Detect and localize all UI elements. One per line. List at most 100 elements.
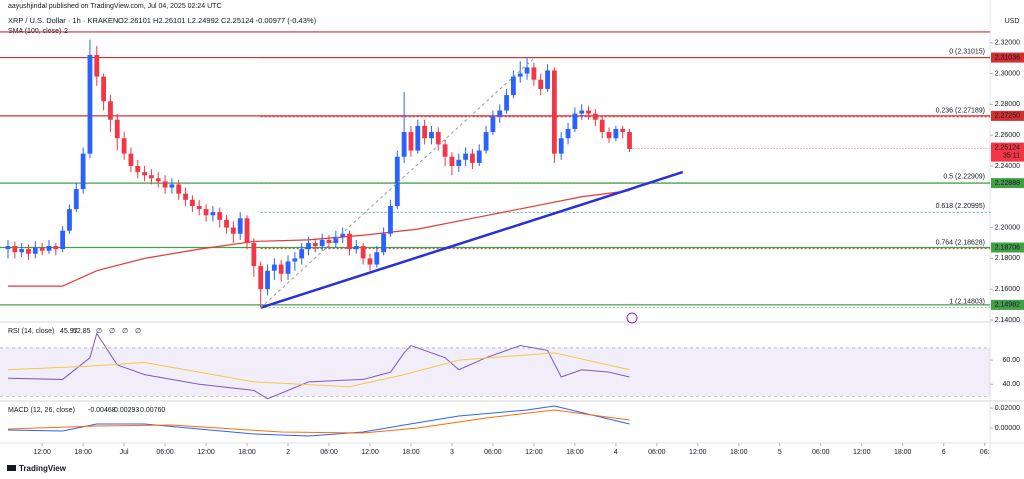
candle-body bbox=[80, 153, 86, 190]
candle-body bbox=[388, 206, 393, 234]
level-tag-label: 2.18706 bbox=[995, 244, 1020, 251]
candle-body bbox=[26, 249, 31, 254]
x-tick-label: 12:00 bbox=[361, 449, 379, 456]
candle-body bbox=[142, 172, 147, 176]
sma-legend-value: 2 bbox=[64, 28, 68, 35]
level-tag-label: 2.14982 bbox=[995, 302, 1020, 309]
y-tick-label: 60.00 bbox=[1002, 357, 1020, 364]
fib-label: 0.618 (2.20995) bbox=[936, 203, 985, 210]
candle-body bbox=[73, 189, 79, 210]
candle-body bbox=[456, 159, 462, 166]
candle-body bbox=[46, 246, 52, 251]
y-tick-label: 0.02000 bbox=[995, 405, 1020, 412]
candle-body bbox=[251, 242, 257, 267]
x-tick-label: 18:00 bbox=[730, 449, 748, 456]
candle-body bbox=[497, 110, 503, 117]
candle-body bbox=[374, 252, 380, 265]
candle-body bbox=[101, 76, 107, 102]
candle-body bbox=[490, 116, 496, 133]
fib-label: 0.764 (2.18628) bbox=[936, 240, 985, 247]
macd-title: MACD (12, 26, close) bbox=[8, 407, 75, 414]
level-tag bbox=[991, 242, 1024, 253]
x-tick-label: 06:00 bbox=[812, 449, 830, 456]
candle-body bbox=[319, 239, 325, 247]
level-tag-label: 2.22888 bbox=[995, 180, 1020, 187]
candle-body bbox=[169, 184, 175, 188]
candle-body bbox=[347, 233, 352, 250]
x-tick-label: 18:00 bbox=[238, 449, 256, 456]
candle-body bbox=[579, 110, 585, 114]
fib-label: 0.5 (2.22909) bbox=[943, 174, 985, 181]
macd-legend-value: -0.00468 bbox=[88, 407, 116, 414]
candle-body bbox=[483, 132, 489, 151]
candle-body bbox=[32, 247, 38, 254]
candle-body bbox=[627, 132, 632, 150]
candle-body bbox=[326, 239, 332, 243]
x-tick-label: 4 bbox=[614, 449, 618, 456]
candle-body bbox=[258, 266, 264, 290]
fib-label: 0 (2.31015) bbox=[949, 49, 985, 56]
publisher: aayushjindal published on TradingView.co… bbox=[8, 3, 222, 10]
candle-body bbox=[613, 128, 619, 139]
candle-body bbox=[217, 212, 223, 220]
candle-body bbox=[511, 76, 516, 96]
indicator-line bbox=[7, 405, 630, 437]
x-tick-label: 18:00 bbox=[74, 449, 92, 456]
candle-body bbox=[449, 156, 455, 166]
candle-body bbox=[340, 233, 346, 237]
indicator-line bbox=[7, 409, 630, 434]
candle-body bbox=[94, 55, 100, 77]
x-tick-label: 12:00 bbox=[33, 449, 51, 456]
candle-body bbox=[203, 209, 209, 216]
candle-body bbox=[60, 230, 66, 250]
rsi-legend-value: ∅ bbox=[96, 328, 102, 335]
candle-body bbox=[19, 249, 25, 253]
candle-body bbox=[463, 153, 468, 160]
candle-body bbox=[189, 199, 195, 207]
x-tick-label: 12:00 bbox=[525, 449, 543, 456]
candle-body bbox=[401, 132, 407, 157]
indicator-line bbox=[7, 332, 630, 400]
countdown: 35:11 bbox=[1003, 152, 1020, 159]
candle-body bbox=[517, 73, 523, 77]
candle-body bbox=[176, 184, 182, 194]
candle-body bbox=[155, 178, 161, 182]
candle-body bbox=[524, 67, 530, 74]
macd-legend-value: 0.00760 bbox=[140, 407, 165, 414]
candle-body bbox=[551, 70, 557, 154]
candle-body bbox=[285, 261, 291, 274]
x-tick-label: 18:00 bbox=[894, 449, 912, 456]
candle-body bbox=[442, 144, 448, 157]
y-tick-label: 2.14000 bbox=[995, 317, 1020, 324]
candle-body bbox=[504, 95, 509, 111]
y-tick-label: 2.20000 bbox=[995, 224, 1020, 231]
event-icon[interactable] bbox=[626, 312, 638, 324]
candle-body bbox=[149, 175, 154, 179]
candle-body bbox=[108, 101, 113, 120]
candle-body bbox=[531, 67, 537, 80]
candle-body bbox=[476, 150, 482, 163]
candle-body bbox=[87, 55, 93, 154]
candle-body bbox=[306, 242, 311, 250]
candle-body bbox=[545, 70, 550, 89]
candle-body bbox=[237, 218, 243, 234]
last-price-label: 2.25124 bbox=[995, 144, 1020, 151]
rsi-legend-value: 52.85 bbox=[73, 328, 91, 335]
ohlc: O2.26101 H2.26101 L2.24992 C2.25124 -0.0… bbox=[118, 16, 317, 25]
candle-body bbox=[292, 258, 298, 262]
candle-body bbox=[599, 119, 605, 133]
fib-label: 0.236 (2.27189) bbox=[936, 108, 985, 115]
level-tag bbox=[991, 110, 1024, 121]
x-tick-label: 3 bbox=[450, 449, 454, 456]
candle-body bbox=[367, 258, 373, 265]
y-tick-label: 40.00 bbox=[1002, 381, 1020, 388]
indicator-line bbox=[7, 352, 630, 388]
x-tick-label: 12:00 bbox=[197, 449, 215, 456]
y-tick-label: 2.30000 bbox=[995, 70, 1020, 77]
x-tick-label: 2 bbox=[286, 449, 290, 456]
level-tag-label: 2.27250 bbox=[995, 113, 1020, 120]
sma-legend: SMA (100, close) bbox=[8, 28, 61, 35]
level-tag-label: 2.31036 bbox=[995, 54, 1020, 61]
candle-body bbox=[12, 246, 18, 253]
